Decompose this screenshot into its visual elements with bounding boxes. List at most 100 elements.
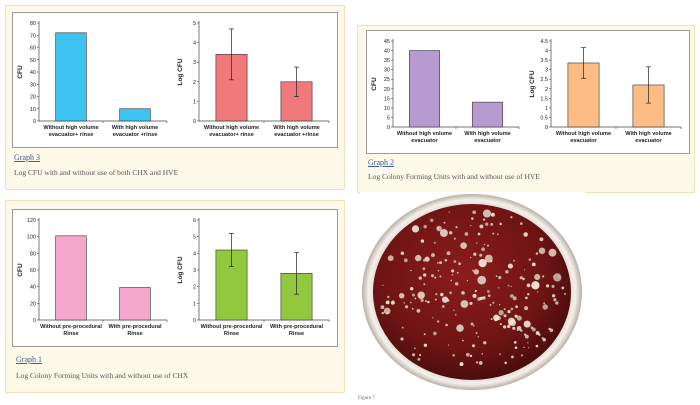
y-tick-label: 15 <box>384 96 390 102</box>
graph2-cfu-chart: CFU 0 5 10 15 20 25 30 35 40 45 Without high volume… <box>371 39 520 144</box>
colony <box>479 253 483 257</box>
colony <box>549 328 554 333</box>
colony <box>475 242 478 244</box>
colony <box>403 258 408 263</box>
graph1-cfu-chart: CFU 0 20 40 60 80 100 120 Without pre-procedural… <box>17 218 168 337</box>
x-category-label: With pre-procedural <box>108 324 162 330</box>
y-axis-label: Log CFU <box>177 58 184 85</box>
colony <box>527 342 529 344</box>
graph3-panel: CFU 0 10 20 30 40 50 60 70 80 Without high volume e… <box>5 5 345 190</box>
y-tick-label: 0.5 <box>540 115 548 121</box>
colony <box>469 354 473 358</box>
y-axis-label: Log CFU <box>529 70 536 97</box>
colony <box>478 361 483 365</box>
colony <box>507 284 510 287</box>
y-tick-label: 0 <box>193 318 196 324</box>
colony <box>411 307 414 310</box>
x-category-label: With pre-procedural <box>270 324 324 330</box>
colony <box>538 333 541 336</box>
x-category-label: With high volume <box>464 131 511 137</box>
graph2-link[interactable]: Graph 2 <box>368 158 394 167</box>
colony <box>551 294 556 298</box>
colony <box>545 284 550 288</box>
colony <box>516 326 522 331</box>
colony <box>539 237 544 242</box>
y-tick-label: 0 <box>545 125 548 131</box>
colony <box>505 270 509 274</box>
colony <box>510 307 514 311</box>
colony <box>512 296 517 301</box>
colony <box>513 341 517 344</box>
y-tick-label: 1.5 <box>540 96 548 102</box>
x-category-label: Rinse <box>289 331 304 337</box>
y-tick-label: 50 <box>30 58 36 64</box>
colony <box>479 224 484 229</box>
y-tick-label: 1 <box>193 99 196 105</box>
x-category-label: evacuator +rinse <box>274 132 319 138</box>
colony <box>525 296 528 300</box>
colony <box>535 344 539 348</box>
colony <box>483 341 487 345</box>
colony <box>423 283 426 286</box>
colony <box>464 232 469 236</box>
colony <box>528 258 532 261</box>
y-tick-label: 5 <box>193 21 196 27</box>
colony <box>419 354 422 356</box>
colony <box>477 336 480 338</box>
colony <box>414 254 422 262</box>
y-tick-label: 30 <box>30 82 36 88</box>
colony <box>410 287 414 291</box>
colony <box>418 276 422 280</box>
colony <box>483 243 486 246</box>
colony <box>510 355 514 359</box>
colony <box>561 286 565 290</box>
colony <box>459 362 464 367</box>
x-category-label: Without high volume <box>397 131 452 137</box>
colony <box>497 233 499 235</box>
colony <box>452 354 455 357</box>
x-category-label: evacuator <box>474 138 501 144</box>
colony <box>461 291 465 295</box>
colony <box>436 225 442 232</box>
colony <box>462 339 464 342</box>
colony <box>490 212 495 217</box>
colony <box>490 222 494 226</box>
y-tick-label: 20 <box>30 301 36 307</box>
colony <box>472 210 477 215</box>
colony <box>526 283 531 288</box>
y-axis-label: Log CFU <box>177 256 184 283</box>
colony <box>507 317 516 325</box>
colony <box>507 309 511 314</box>
colony <box>542 275 545 278</box>
colony <box>412 353 416 357</box>
graph2-panel: CFU 0 5 10 15 20 25 30 35 40 45 Without high volume… <box>357 25 695 193</box>
colony <box>414 297 417 300</box>
colony <box>434 276 437 279</box>
colony <box>543 302 546 305</box>
colony <box>446 299 450 302</box>
y-axis-label: CFU <box>17 263 24 277</box>
graph1-link[interactable]: Graph 1 <box>16 355 42 364</box>
x-category-label: Without high volume <box>556 131 611 137</box>
colony <box>451 269 455 273</box>
colony <box>424 256 430 262</box>
bar <box>55 32 87 122</box>
graph3-link[interactable]: Graph 3 <box>14 153 40 162</box>
colony <box>499 323 502 326</box>
colony <box>471 217 474 220</box>
colony <box>460 300 469 308</box>
y-tick-label: 2 <box>545 87 548 93</box>
colony <box>555 301 559 305</box>
y-tick-label: 20 <box>384 87 390 93</box>
y-tick-label: 80 <box>30 251 36 257</box>
colony <box>435 293 438 296</box>
colony <box>455 226 458 229</box>
colony <box>564 292 566 295</box>
colony <box>473 252 477 256</box>
x-category-label: Rinse <box>127 331 142 337</box>
colony <box>439 228 448 238</box>
colony <box>489 303 492 306</box>
colony <box>492 232 495 235</box>
colony <box>420 298 424 303</box>
